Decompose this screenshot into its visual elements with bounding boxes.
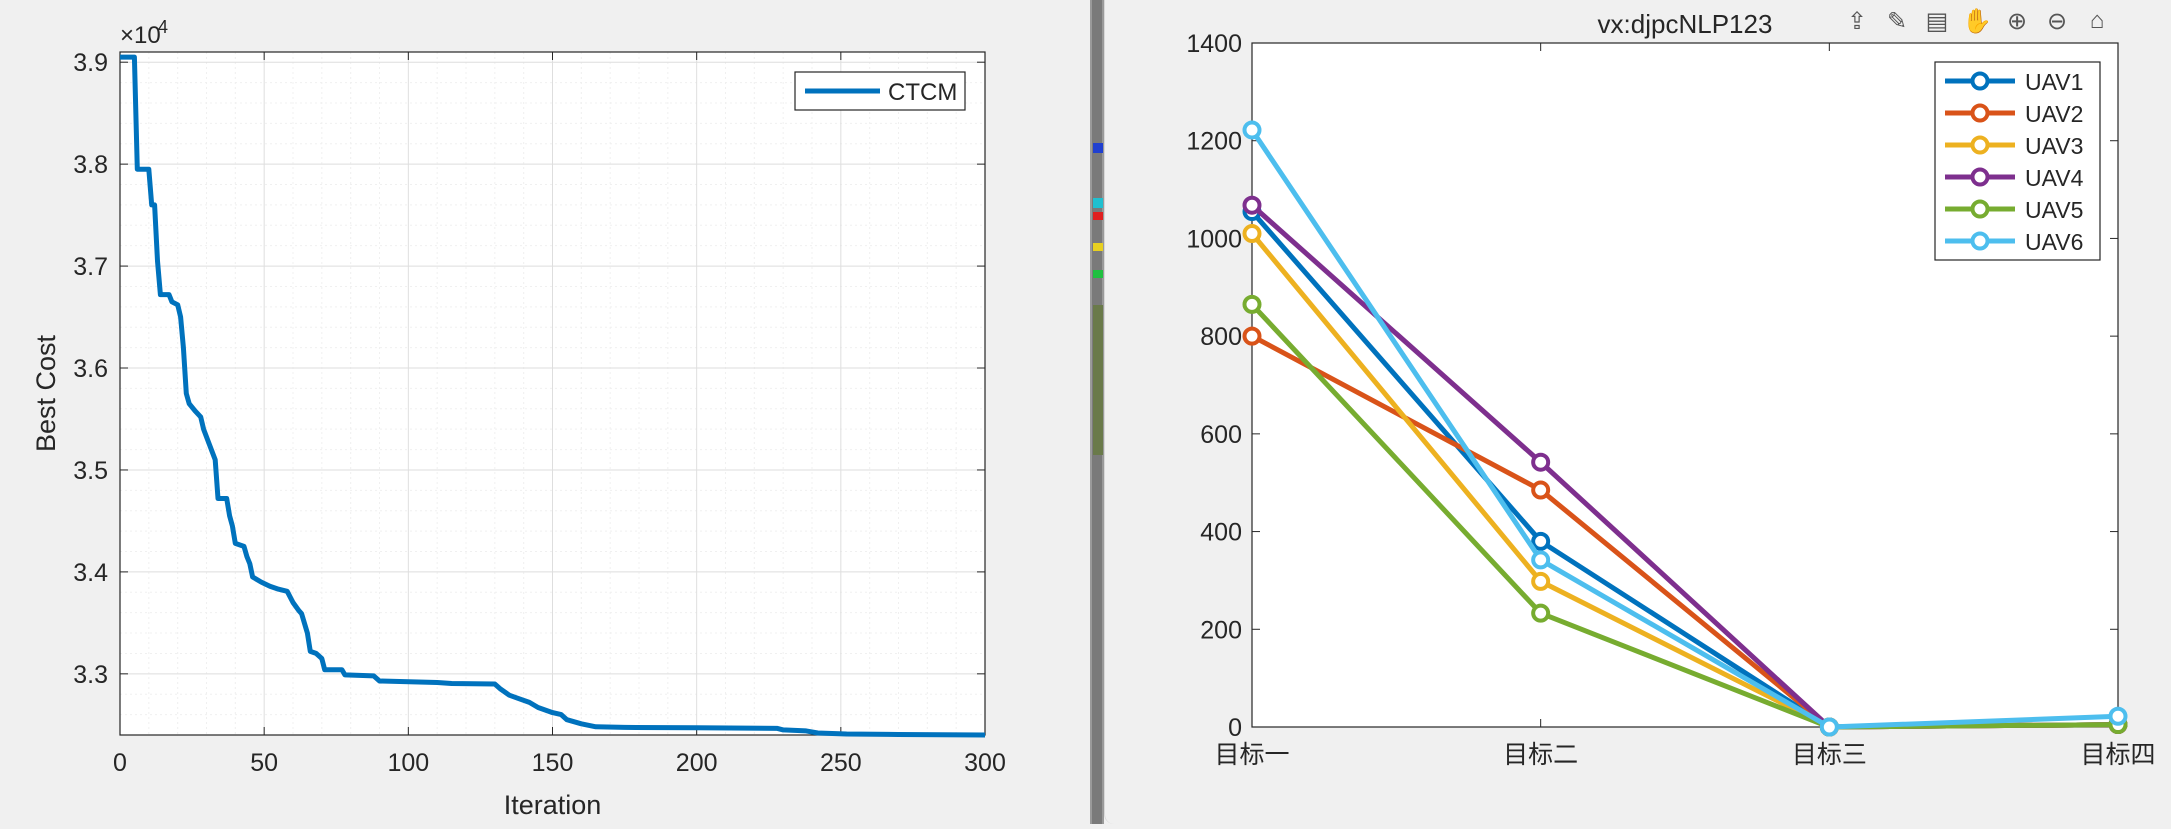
x-tick-label: 150 xyxy=(532,749,574,777)
y-tick-label: 3.6 xyxy=(73,355,108,383)
data-point-uav6 xyxy=(1819,717,1839,737)
legend-marker-uav3 xyxy=(1970,135,1990,155)
legend-marker-uav5 xyxy=(1970,199,1990,219)
series-line-uav5 xyxy=(1250,302,2119,730)
x-axis-label: Iteration xyxy=(504,790,602,820)
legend-marker-uav4 xyxy=(1970,167,1990,187)
x-tick-label: 200 xyxy=(676,749,718,777)
right-figure-window: 0 200 400 600 800 1000 1200 1400 目标一 目标二 目标三 目标四 vx:… xyxy=(1104,0,2171,824)
data-point-uav4 xyxy=(1242,195,1262,215)
data-point-uav5 xyxy=(1531,603,1551,623)
data-point-uav3 xyxy=(1531,571,1551,591)
y-tick-label: 3.5 xyxy=(73,457,108,485)
legend-label-ctcm: CTCM xyxy=(888,79,957,106)
x-tick-label: 0 xyxy=(113,749,127,777)
y-tick-label: 200 xyxy=(1200,616,1242,644)
legend-marker-uav1 xyxy=(1970,71,1990,91)
legend-label-uav4: UAV4 xyxy=(2025,165,2084,191)
uav-target-chart: 0 200 400 600 800 1000 1200 1400 目标一 目标二 目标三 目标四 vx:… xyxy=(1186,9,2155,769)
x-tick-label: 目标二 xyxy=(1503,740,1578,769)
export-icon[interactable]: ⇪ xyxy=(1846,7,1868,35)
legend-box xyxy=(1934,61,2101,261)
zoom-in-icon[interactable]: ⊕ xyxy=(2006,7,2028,35)
data-point-uav4 xyxy=(1531,452,1551,472)
pan-icon[interactable]: ✋ xyxy=(1962,7,1992,35)
home-icon[interactable]: ⌂ xyxy=(2089,7,2105,34)
x-tick-label: 目标三 xyxy=(1792,740,1867,769)
legend-marker-uav6 xyxy=(1970,231,1990,251)
y-tick-label: 1200 xyxy=(1186,128,1242,156)
axes-toolbar: ⇪ ✎ ▤ ✋ ⊕ ⊖ ⌂ xyxy=(1840,4,2114,38)
left-figure-window: 0 50 100 150 200 250 300 3.3 3.4 3.5 3.6 3.7 3.8 3.9 ×… xyxy=(0,0,1090,824)
y-tick-label: 400 xyxy=(1200,519,1242,547)
legend-label-uav6: UAV6 xyxy=(2025,229,2083,255)
x-tick-label: 目标一 xyxy=(1214,740,1289,769)
y-tick-label: 0 xyxy=(1228,714,1242,742)
legend-label-uav2: UAV2 xyxy=(2025,101,2083,127)
x-tick-label: 100 xyxy=(387,749,429,777)
y-exponent-label: ×10 xyxy=(120,22,161,49)
y-tick-label: 3.3 xyxy=(73,661,108,689)
x-tick-label: 目标四 xyxy=(2080,740,2155,769)
series-line-ctcm xyxy=(120,54,986,738)
convergence-chart: 0 50 100 150 200 250 300 3.3 3.4 3.5 3.6 3.7 3.8 3.9 ×… xyxy=(31,17,1006,820)
y-tick-label: 1000 xyxy=(1186,225,1242,253)
zoom-out-icon[interactable]: ⊖ xyxy=(2046,7,2068,35)
y-axis-label: Best Cost xyxy=(31,334,61,452)
y-tick-label: 600 xyxy=(1200,421,1242,449)
x-tick-label: 250 xyxy=(820,749,862,777)
legend-label-uav3: UAV3 xyxy=(2025,133,2083,159)
y-tick-label: 3.7 xyxy=(73,253,108,281)
background-window-strip xyxy=(1090,0,1104,824)
data-point-uav2 xyxy=(1531,480,1551,500)
series-line-uav6 xyxy=(1249,128,2119,730)
y-tick-label: 800 xyxy=(1200,323,1242,351)
y-tick-label: 1400 xyxy=(1186,30,1242,58)
data-point-uav5 xyxy=(1242,294,1262,314)
chart-title: vx:djpcNLP123 xyxy=(1598,9,1773,39)
data-point-uav1 xyxy=(1531,531,1551,551)
data-point-uav6 xyxy=(1531,550,1551,570)
data-point-uav6 xyxy=(2108,706,2128,726)
data-point-uav2 xyxy=(1242,326,1262,346)
datatip-icon[interactable]: ▤ xyxy=(1925,7,1949,35)
data-point-uav3 xyxy=(1242,224,1262,244)
x-tick-label: 300 xyxy=(964,749,1006,777)
y-exponent-power: 4 xyxy=(158,17,168,37)
y-tick-label: 3.4 xyxy=(73,559,108,587)
y-tick-label: 3.9 xyxy=(73,49,108,77)
x-tick-label: 50 xyxy=(250,749,278,777)
data-point-uav6 xyxy=(1242,120,1262,140)
legend-marker-uav2 xyxy=(1970,103,1990,123)
brush-icon[interactable]: ✎ xyxy=(1886,7,1908,35)
legend-label-uav5: UAV5 xyxy=(2025,197,2083,223)
legend-label-uav1: UAV1 xyxy=(2025,69,2083,95)
y-tick-label: 3.8 xyxy=(73,151,108,179)
